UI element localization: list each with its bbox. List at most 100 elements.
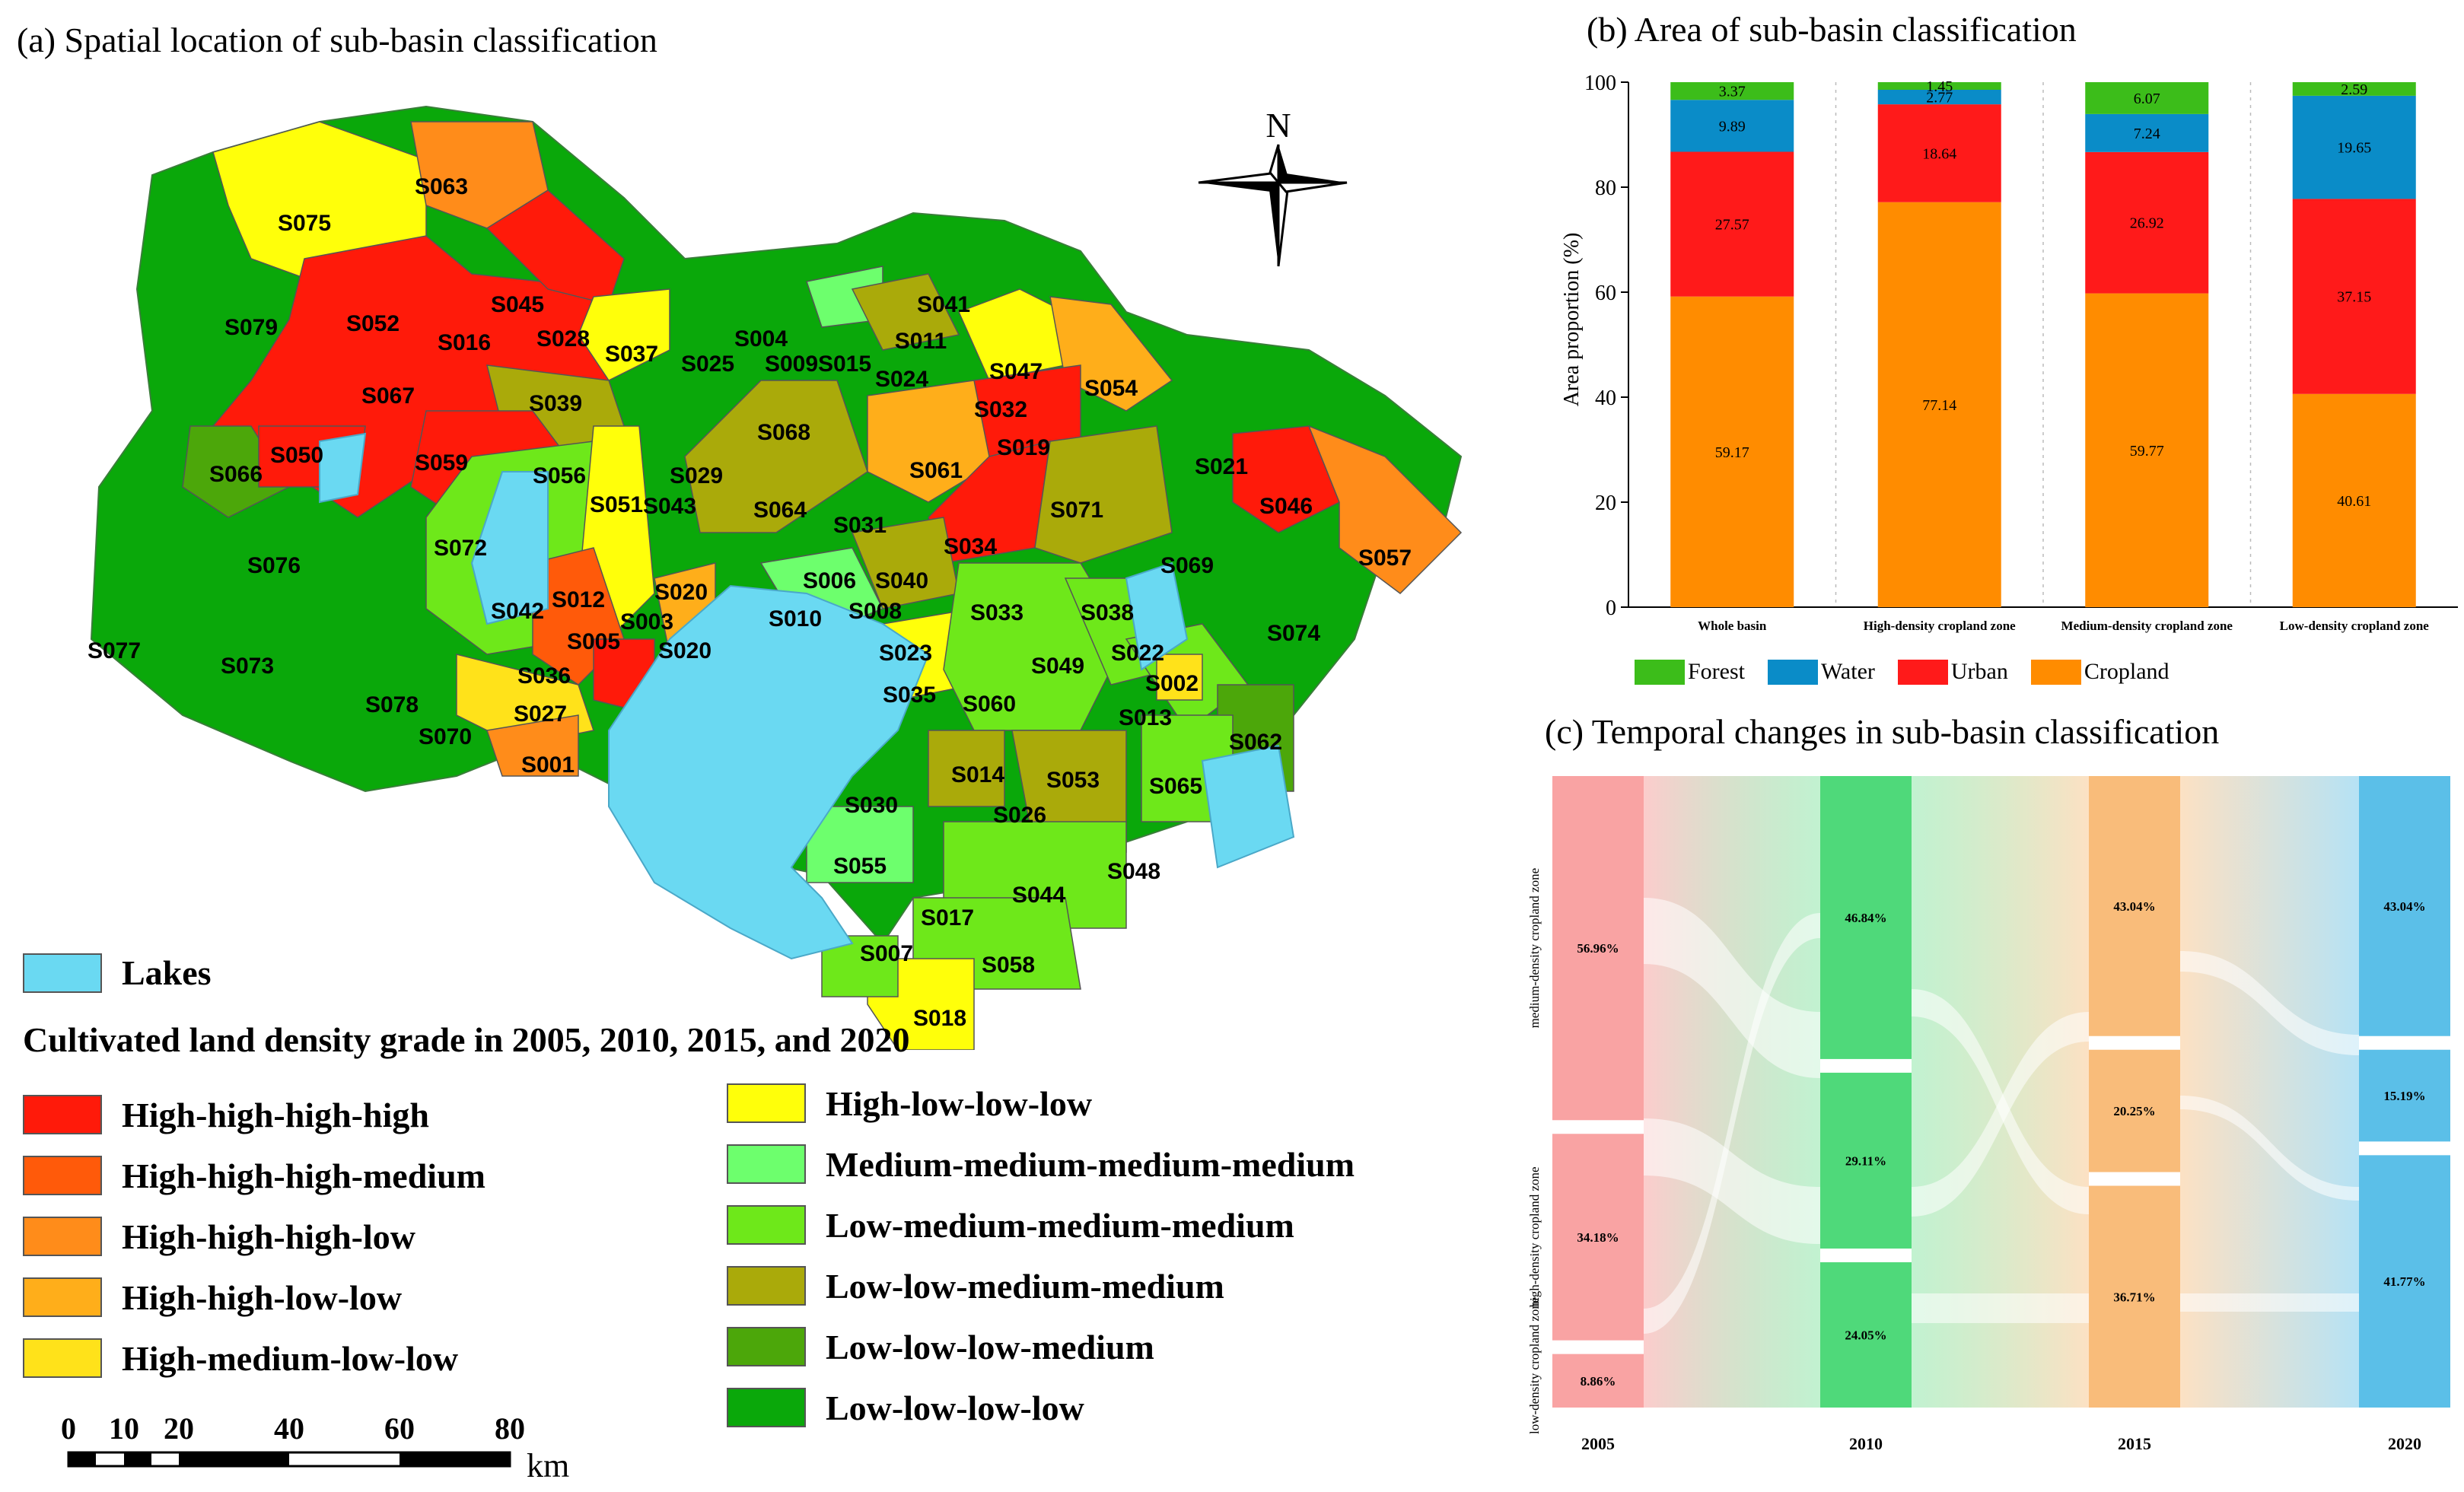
sankey-flow	[1912, 1012, 2089, 1217]
subbasin-label: S078	[365, 692, 419, 717]
sankey-flow	[2180, 951, 2359, 1055]
bar-y-tick-label: 80	[1595, 177, 1616, 200]
subbasin-label: S003	[620, 609, 673, 635]
subbasin-label: S038	[1081, 600, 1134, 625]
bar-segment-urban	[1877, 104, 2001, 202]
region-s057	[1307, 425, 1463, 594]
bar-segment-cropland	[1670, 296, 1794, 607]
bar-segment-water	[1877, 90, 2001, 105]
panel-a-title: (a) Spatial location of sub-basin classi…	[17, 21, 657, 59]
sankey-node	[1552, 776, 1644, 1121]
subbasin-label: S025	[681, 352, 734, 377]
subbasin-label: S072	[434, 536, 487, 561]
subbasin-label: S056	[533, 463, 586, 488]
subbasin-label: S010	[769, 606, 822, 631]
legend-label: Low-low-low-medium	[826, 1327, 1154, 1366]
bar-value-label: 1.45	[1926, 78, 1953, 95]
subbasin-label: S002	[1145, 671, 1199, 696]
region-s037	[578, 288, 670, 381]
sankey-node	[2089, 1185, 2180, 1408]
legend-label: High-low-low-low	[826, 1083, 1093, 1123]
bar-value-label: 26.92	[2130, 215, 2164, 232]
sankey-node-label: 56.96%	[1577, 941, 1619, 956]
region-s014	[928, 730, 1005, 807]
bar-value-label: 9.89	[1719, 118, 1746, 135]
subbasin-label: S028	[536, 326, 590, 352]
subbasin-label: S064	[753, 498, 807, 523]
subbasin-label: S066	[209, 462, 263, 487]
lake-west	[470, 471, 549, 625]
region-s064	[684, 380, 868, 533]
sankey-node	[1552, 1134, 1644, 1341]
sankey-zone-label: high-density cropland zone	[1527, 1166, 1542, 1307]
legend-label: Low-low-low-low	[826, 1388, 1084, 1427]
bar-value-label: 37.15	[2337, 289, 2371, 306]
subbasin-label: S050	[270, 443, 323, 468]
subbasin-label: S049	[1031, 654, 1084, 679]
legend-swatch	[727, 1388, 806, 1427]
subbasin-label: S021	[1195, 454, 1248, 479]
subbasin-label: S068	[757, 420, 810, 445]
sankey-node-label: 15.19%	[2383, 1089, 2425, 1103]
legend-swatch	[2030, 659, 2081, 685]
legend-label: High-high-high-low	[122, 1217, 415, 1256]
legend-swatch	[23, 1338, 102, 1378]
subbasin-label: S011	[895, 329, 947, 354]
subbasin-label: S039	[529, 391, 582, 416]
subbasin-label: S020	[654, 580, 708, 605]
scale-tick-60: 60	[384, 1411, 415, 1446]
bar-y-tick-label: 60	[1595, 282, 1616, 305]
legend-label: Low-low-medium-medium	[826, 1266, 1224, 1306]
bar-y-axis-label: Area proportion (%)	[1560, 233, 1584, 407]
subbasin-label: S015	[818, 352, 871, 377]
bar-segment-cropland	[1877, 202, 2001, 607]
legend-label: High-medium-low-low	[122, 1338, 459, 1378]
bar-segment-forest	[2085, 82, 2209, 114]
scale-tick-20: 20	[164, 1411, 194, 1446]
bar-value-label: 59.77	[2130, 443, 2164, 460]
north-arrow: N	[1198, 106, 1348, 267]
subbasin-label: S029	[670, 463, 723, 488]
sankey-node	[2089, 776, 2180, 1036]
subbasin-label: S059	[415, 450, 468, 476]
subbasin-label: S016	[438, 330, 491, 355]
sankey-node	[2359, 1049, 2450, 1142]
bar-segment-forest	[1877, 82, 2001, 91]
sankey-flow	[1644, 913, 1820, 1334]
legend-label: Cropland	[2084, 659, 2170, 684]
sankey-year-label: 2005	[1581, 1434, 1615, 1453]
sankey-node	[1820, 1072, 1912, 1249]
sankey-node	[2359, 776, 2450, 1036]
bar-segment-water	[2292, 95, 2416, 199]
bar-value-label: 40.61	[2337, 493, 2371, 510]
legend-item-urban: Urban	[1897, 659, 2008, 685]
legend-label: High-high-high-high	[122, 1095, 429, 1134]
sankey-chart: 56.96% 34.18% 8.86% 2005 46.84% 29.11% 24.05% 2…	[1527, 776, 2450, 1453]
sankey-flow	[1644, 1118, 1820, 1244]
sankey-node	[1820, 1262, 1912, 1408]
subbasin-label: S065	[1149, 774, 1202, 799]
subbasin-label: S063	[415, 174, 468, 199]
sankey-zone-label: low-density cropland zone	[1527, 1297, 1542, 1434]
legend-item-cropland: Cropland	[2030, 659, 2170, 685]
subbasin-label: S044	[1012, 883, 1065, 908]
bar-value-label: 19.65	[2337, 140, 2371, 157]
sankey-flow	[1912, 1293, 2089, 1323]
bar-segment-urban	[1670, 151, 1794, 297]
sankey-flow	[2180, 1096, 2359, 1201]
bar-legend: Forest Water Urban Cropland	[1635, 659, 2192, 685]
subbasin-label: S077	[88, 638, 141, 663]
subbasin-label: S069	[1160, 553, 1214, 578]
lakes-label: Lakes	[122, 953, 212, 992]
legend-swatch	[1768, 659, 1818, 685]
north-label: N	[1265, 106, 1291, 145]
subbasin-label: S075	[278, 211, 331, 236]
legend-swatch	[727, 1205, 806, 1245]
panel-b-title: (b) Area of sub-basin classification	[1587, 10, 2077, 49]
sankey-node-label: 36.71%	[2113, 1290, 2155, 1304]
bar-segment-cropland	[2085, 293, 2209, 607]
stacked-bar-chart: Area proportion (%) 0 20 40 60 80 100 Whole ba…	[1560, 72, 2458, 633]
bar-y-tick-label: 0	[1606, 596, 1616, 620]
legend-swatch	[727, 1327, 806, 1366]
